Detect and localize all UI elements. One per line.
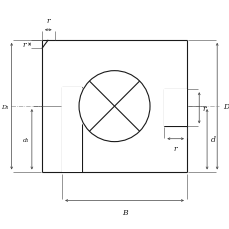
Bar — [42, 41, 186, 173]
Text: r: r — [22, 41, 26, 49]
Bar — [62, 88, 82, 173]
Text: r: r — [173, 145, 177, 153]
Text: d: d — [210, 136, 215, 144]
Text: D₁: D₁ — [1, 104, 9, 109]
Text: D: D — [222, 103, 228, 111]
Text: r: r — [46, 17, 50, 25]
Text: B: B — [121, 208, 127, 216]
Bar — [62, 88, 82, 173]
Circle shape — [78, 71, 150, 143]
Text: d₁: d₁ — [23, 137, 30, 142]
Circle shape — [79, 71, 149, 142]
Bar — [164, 90, 186, 127]
Bar — [164, 90, 186, 127]
Text: r: r — [202, 104, 205, 112]
